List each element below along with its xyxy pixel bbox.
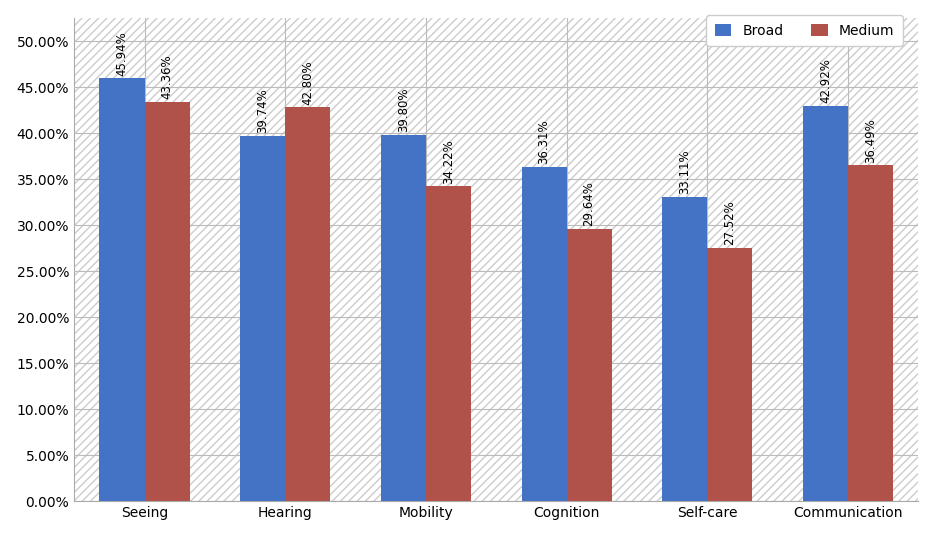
Text: 33.11%: 33.11%	[678, 149, 691, 194]
Text: 45.94%: 45.94%	[116, 31, 128, 76]
Bar	[803, 106, 848, 502]
Bar	[426, 186, 471, 502]
Text: 36.49%: 36.49%	[864, 118, 877, 163]
Bar	[707, 248, 753, 502]
Bar	[381, 135, 426, 502]
Text: 39.80%: 39.80%	[396, 88, 410, 132]
Text: 39.74%: 39.74%	[256, 88, 269, 133]
Text: 42.92%: 42.92%	[819, 59, 832, 104]
Bar	[522, 167, 567, 502]
Bar	[240, 135, 285, 502]
Legend: Broad, Medium: Broad, Medium	[706, 15, 903, 46]
Bar	[145, 102, 190, 502]
Text: 29.64%: 29.64%	[583, 181, 596, 226]
Text: 34.22%: 34.22%	[442, 139, 455, 184]
Bar	[567, 229, 611, 502]
Bar	[662, 197, 707, 502]
Bar	[285, 107, 330, 502]
Bar	[848, 165, 893, 502]
Bar	[99, 78, 145, 502]
Text: 27.52%: 27.52%	[724, 200, 736, 245]
Text: 36.31%: 36.31%	[538, 120, 551, 164]
Text: 42.80%: 42.80%	[301, 60, 314, 105]
Text: 43.36%: 43.36%	[161, 55, 174, 99]
